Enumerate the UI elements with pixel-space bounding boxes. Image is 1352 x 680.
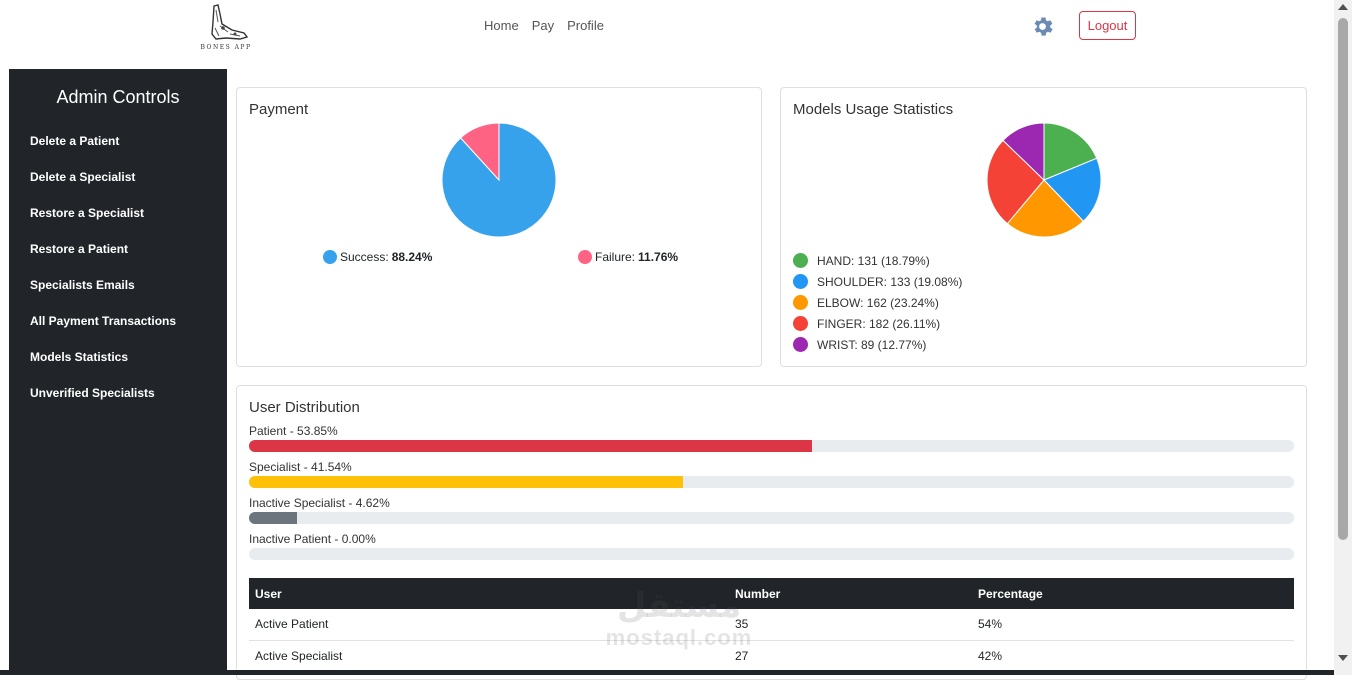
table-header-number: Number — [729, 578, 972, 609]
legend-finger-label: FINGER: 182 (26.11%) — [817, 316, 941, 331]
nav-link-home[interactable]: Home — [484, 18, 519, 33]
page-scrollbar[interactable] — [1334, 0, 1352, 675]
legend-success-label: Success: — [340, 250, 389, 264]
progress-patient-track — [249, 440, 1294, 452]
app-logo[interactable]: BONES APP — [200, 2, 252, 56]
sidebar-title: Admin Controls — [56, 87, 180, 107]
models-pie-chart — [986, 122, 1102, 238]
models-slice-wrist[interactable] — [1002, 122, 1045, 182]
models-slice-finger[interactable] — [986, 139, 1045, 225]
table-cell-number: 35 — [729, 609, 972, 641]
legend-item-hand[interactable]: HAND: 131 (18.79%) — [793, 250, 962, 271]
sidebar-menu: Delete a Patient Delete a Specialist Res… — [30, 133, 176, 421]
legend-hand-label: HAND: 131 (18.79%) — [817, 253, 930, 268]
progress-inactive-specialist-track — [249, 512, 1294, 524]
legend-failure-swatch — [578, 250, 592, 264]
nav-link-pay[interactable]: Pay — [531, 18, 555, 33]
sidebar-item-delete-specialist[interactable]: Delete a Specialist — [30, 170, 136, 184]
progress-specialist: Specialist - 41.54% — [249, 460, 1294, 488]
progress-specialist-label: Specialist - 41.54% — [249, 460, 352, 474]
legend-elbow-label: ELBOW: 162 (23.24%) — [817, 295, 939, 310]
sidebar-item-models-statistics[interactable]: Models Statistics — [30, 350, 129, 364]
payment-slice-failure[interactable] — [459, 122, 500, 182]
models-slice-hand[interactable] — [1043, 122, 1098, 181]
gear-icon[interactable] — [1030, 14, 1055, 39]
legend-success[interactable]: Success: 88.24% — [323, 250, 432, 264]
table-cell-user: Active Specialist — [249, 640, 729, 672]
legend-success-swatch — [323, 250, 337, 264]
table-header-percentage: Percentage — [972, 578, 1294, 609]
sidebar-item-payment-transactions[interactable]: All Payment Transactions — [30, 314, 177, 328]
progress-patient-fill — [249, 440, 812, 452]
legend-failure-value: 11.76% — [638, 250, 679, 264]
progress-specialist-fill — [249, 476, 684, 488]
table-cell-user: Active Patient — [249, 609, 729, 641]
legend-failure[interactable]: Failure: 11.76% — [578, 250, 678, 264]
models-legend: HAND: 131 (18.79%) SHOULDER: 133 (19.08%… — [793, 250, 962, 355]
sidebar-item-restore-specialist[interactable]: Restore a Specialist — [30, 206, 145, 220]
scroll-up-arrow-icon[interactable] — [1338, 4, 1348, 10]
table-header-user: User — [249, 578, 729, 609]
progress-inactive-patient-track — [249, 548, 1294, 560]
scroll-thumb[interactable] — [1338, 18, 1348, 540]
models-usage-card: Models Usage Statistics HAND: 131 (18.79… — [780, 87, 1307, 367]
table-cell-percentage: 54% — [972, 609, 1294, 641]
user-stats-table: User Number Percentage Active Patient 35… — [249, 578, 1294, 672]
legend-wrist-swatch — [793, 337, 808, 352]
bottom-edge — [0, 670, 1334, 675]
user-distribution-card: User Distribution Patient - 53.85% Speci… — [236, 385, 1307, 680]
payment-title: Payment — [249, 101, 309, 118]
legend-wrist-label: WRIST: 89 (12.77%) — [817, 337, 927, 352]
progress-patient: Patient - 53.85% — [249, 424, 1294, 452]
sidebar-item-unverified-specialists[interactable]: Unverified Specialists — [30, 386, 155, 400]
nav-link-profile[interactable]: Profile — [567, 18, 604, 33]
legend-elbow-swatch — [793, 295, 808, 310]
progress-inactive-specialist-label: Inactive Specialist - 4.62% — [249, 496, 390, 510]
progress-inactive-patient: Inactive Patient - 0.00% — [249, 532, 1294, 560]
sidebar-item-delete-patient[interactable]: Delete a Patient — [30, 134, 120, 148]
payment-pie-chart — [441, 122, 557, 238]
progress-inactive-patient-label: Inactive Patient - 0.00% — [249, 532, 376, 546]
foot-bones-icon — [211, 4, 249, 40]
scroll-down-arrow-icon[interactable] — [1338, 655, 1348, 661]
legend-failure-label: Failure: — [595, 250, 636, 264]
user-distribution-title: User Distribution — [249, 399, 360, 416]
top-navbar: BONES APP Home Pay Profile Logout — [0, 0, 1334, 66]
models-slice-shoulder[interactable] — [1043, 157, 1102, 222]
payment-card: Payment Success: 88.24% Failure: 11.76% — [236, 87, 762, 367]
logout-button[interactable]: Logout — [1079, 11, 1136, 40]
progress-inactive-specialist-fill — [249, 512, 298, 524]
table-row: Active Patient 35 54% — [249, 609, 1294, 641]
legend-success-value: 88.24% — [391, 250, 433, 264]
table-row: Active Specialist 27 42% — [249, 640, 1294, 672]
legend-item-wrist[interactable]: WRIST: 89 (12.77%) — [793, 334, 962, 355]
models-slice-elbow[interactable] — [1006, 179, 1085, 238]
sidebar-item-specialists-emails[interactable]: Specialists Emails — [30, 278, 135, 292]
progress-inactive-specialist: Inactive Specialist - 4.62% — [249, 496, 1294, 524]
progress-specialist-track — [249, 476, 1294, 488]
table-header-row: User Number Percentage — [249, 578, 1294, 609]
sidebar-item-restore-patient[interactable]: Restore a Patient — [30, 242, 129, 256]
table-cell-percentage: 42% — [972, 640, 1294, 672]
admin-sidebar: Admin Controls Delete a Patient Delete a… — [9, 69, 227, 675]
table-cell-number: 27 — [729, 640, 972, 672]
legend-hand-swatch — [793, 253, 808, 268]
legend-shoulder-swatch — [793, 274, 808, 289]
models-title: Models Usage Statistics — [793, 101, 954, 118]
legend-finger-swatch — [793, 316, 808, 331]
legend-item-shoulder[interactable]: SHOULDER: 133 (19.08%) — [793, 271, 962, 292]
progress-patient-label: Patient - 53.85% — [249, 424, 338, 438]
logo-text: BONES APP — [200, 44, 252, 51]
legend-shoulder-label: SHOULDER: 133 (19.08%) — [817, 274, 963, 289]
main-nav: Home Pay Profile — [484, 18, 604, 34]
legend-item-elbow[interactable]: ELBOW: 162 (23.24%) — [793, 292, 962, 313]
legend-item-finger[interactable]: FINGER: 182 (26.11%) — [793, 313, 962, 334]
